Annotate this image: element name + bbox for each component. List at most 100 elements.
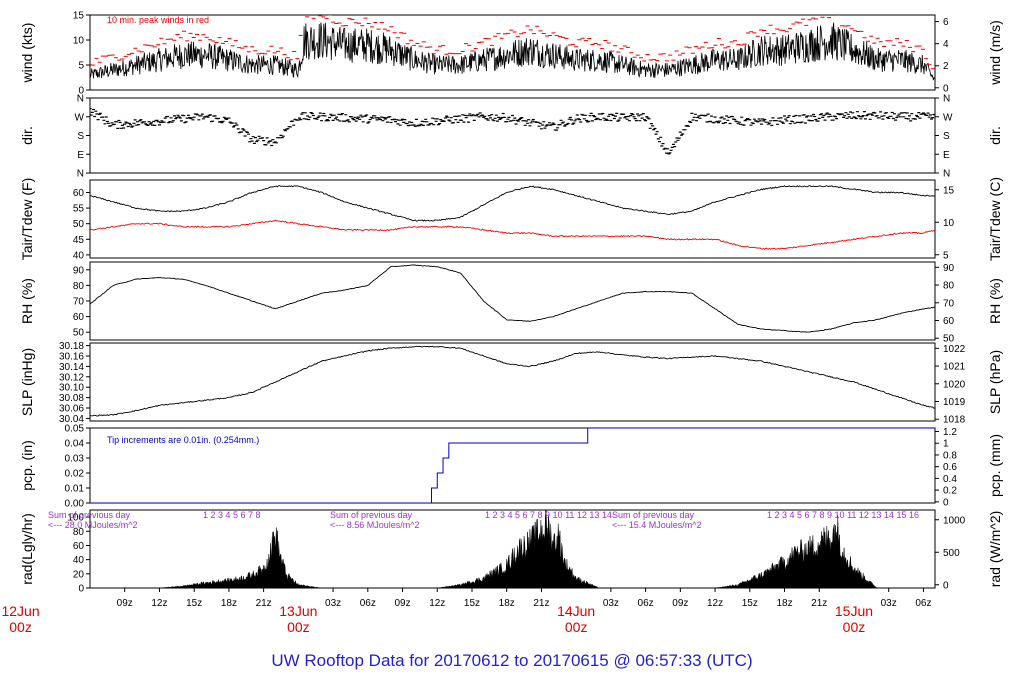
temp-ytick-right-label: 15: [943, 185, 955, 196]
slp-ytick-label: 30.10: [59, 383, 84, 394]
dir-ytick-right-label: S: [943, 131, 950, 142]
temp-ytick-label: 55: [73, 204, 85, 215]
pcp-ytick-label: 0.03: [65, 454, 85, 465]
temp-ytick-right-label: 10: [943, 218, 955, 229]
rh-frame: [89, 261, 936, 341]
slp-ytick-label: 30.06: [59, 404, 84, 415]
temp-frame: [89, 179, 936, 259]
x-tick-label: 09z: [394, 598, 410, 609]
x-tick-label: 15z: [742, 598, 758, 609]
rad-note-title: Sum of previous day: [330, 510, 413, 520]
pcp-ylabel: pcp. (in): [19, 440, 35, 491]
wind-ytick-label: 15: [73, 11, 85, 22]
temp-ylabel-right: Tair/Tdew (C): [987, 177, 1003, 261]
precip-line: [90, 428, 935, 503]
rad-ytick-label: 80: [73, 527, 85, 538]
temp-ytick-right-label: 5: [943, 250, 949, 261]
rad-note-hours: 1 2 3 4 5 6 7 8 9 10 11 12 13 14: [485, 510, 612, 520]
slp-ytick-label: 30.18: [59, 341, 84, 352]
dir-ytick-label: N: [77, 169, 84, 180]
slp-ytick-label: 30.04: [59, 414, 84, 425]
dir-ytick-label: N: [77, 94, 84, 105]
rh-ytick-label: 90: [73, 265, 85, 276]
temp-ylabel: Tair/Tdew (F): [19, 178, 35, 260]
dir-ytick-right-label: W: [943, 112, 953, 123]
pcp-ytick-right-label: 1.2: [943, 427, 957, 438]
pcp-ytick-label: 0.04: [65, 439, 85, 450]
wind-ytick-right-label: 2: [943, 61, 949, 72]
slp-ytick-right-label: 1018: [943, 415, 966, 426]
rad-ytick-label: 60: [73, 541, 85, 552]
rad-ytick-label: 0: [78, 584, 84, 595]
rad-note-hours: 1 2 3 4 5 6 7 8: [203, 510, 261, 520]
x-tick-label: 12z: [429, 598, 445, 609]
x-tick-label: 15z: [464, 598, 480, 609]
panel-pcp: 0.00 0.01 0.02 0.03 0.04 0.05 00.20.40.60.811.…: [19, 424, 1003, 510]
pcp-annotation: Tip increments are 0.01in. (0.254mm.): [107, 435, 259, 445]
x-axis: 09z 12z 15z 18z 21z 03z 06z 09z 12z 15z 18z 21z 03z 0…: [1, 588, 931, 635]
dir-ytick-label: W: [75, 112, 85, 123]
day-label-time: 00z: [9, 619, 32, 635]
temp-tair-line: [90, 185, 935, 222]
day-label-time: 00z: [843, 619, 866, 635]
rh-ytick-label: 80: [73, 281, 85, 292]
panel-slp: 30.0430.0630.0830.1030.1230.1430.1630.18…: [19, 341, 1003, 426]
day-label-time: 00z: [287, 619, 310, 635]
temp-ytick-label: 40: [73, 250, 85, 261]
pcp-ytick-right-label: 1: [943, 439, 949, 450]
rad-ytick-right-label: 1000: [943, 515, 966, 526]
day-label-date: 13Jun: [279, 603, 317, 619]
x-tick-label: 21z: [533, 598, 549, 609]
rad-note-title: Sum of previous day: [48, 510, 131, 520]
pcp-ylabel-right: pcp. (mm): [987, 434, 1003, 497]
rh-ylabel-right: RH (%): [987, 278, 1003, 324]
day-label-date: 14Jun: [557, 603, 595, 619]
pcp-ytick-label: 0.00: [65, 499, 85, 510]
dir-data: [90, 108, 935, 155]
rad-note-sum: <--- 8.56 MJoules/m^2: [330, 520, 420, 530]
x-tick-label: 03z: [881, 598, 897, 609]
temp-ytick-label: 45: [73, 235, 85, 246]
temp-ytick-label: 50: [73, 219, 85, 230]
day-label-date: 15Jun: [835, 603, 873, 619]
rad-ytick-label: 40: [73, 555, 85, 566]
rh-ytick-right-label: 90: [943, 263, 955, 274]
dir-ylabel-right: dir.: [987, 126, 1003, 145]
x-tick-label: 18z: [776, 598, 792, 609]
pcp-ytick-right-label: 0.2: [943, 486, 957, 497]
rad-data: [159, 510, 878, 588]
dir-ylabel: dir.: [19, 126, 35, 145]
rh-rh-line: [90, 264, 935, 333]
rh-ytick-right-label: 50: [943, 334, 955, 345]
rad-ytick-right-label: 0: [943, 580, 949, 591]
x-tick-label: 03z: [325, 598, 341, 609]
slp-ytick-label: 30.08: [59, 393, 84, 404]
slp-slp-line: [90, 345, 935, 417]
pcp-ytick-right-label: 0.6: [943, 462, 957, 473]
x-tick-label: 18z: [221, 598, 237, 609]
wind-annotation: 10 min. peak winds in red: [107, 15, 209, 25]
day-label-date: 12Jun: [1, 603, 39, 619]
wind-speed-line: [90, 22, 935, 81]
rh-data: [90, 264, 935, 333]
pcp-ytick-right-label: 0: [943, 497, 949, 508]
x-tick-label: 06z: [915, 598, 931, 609]
dir-ytick-label: S: [77, 131, 84, 142]
rh-ytick-right-label: 60: [943, 316, 955, 327]
slp-ytick-right-label: 1020: [943, 379, 966, 390]
pcp-ytick-label: 0.01: [65, 484, 85, 495]
wind-ytick-label: 5: [78, 61, 84, 72]
x-tick-label: 15z: [186, 598, 202, 609]
wind-direction-marks: [90, 108, 935, 155]
dir-ytick-right-label: N: [943, 94, 950, 105]
x-tick-label: 06z: [638, 598, 654, 609]
rh-ytick-right-label: 70: [943, 298, 955, 309]
slp-ylabel-right: SLP (hPa): [987, 350, 1003, 414]
x-tick-label: 12z: [707, 598, 723, 609]
rh-ytick-label: 70: [73, 297, 85, 308]
slp-data: [90, 345, 935, 417]
